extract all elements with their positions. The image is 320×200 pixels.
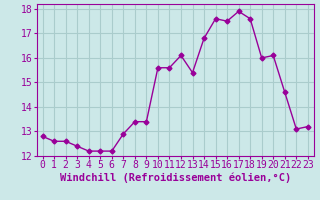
X-axis label: Windchill (Refroidissement éolien,°C): Windchill (Refroidissement éolien,°C) [60,173,291,183]
